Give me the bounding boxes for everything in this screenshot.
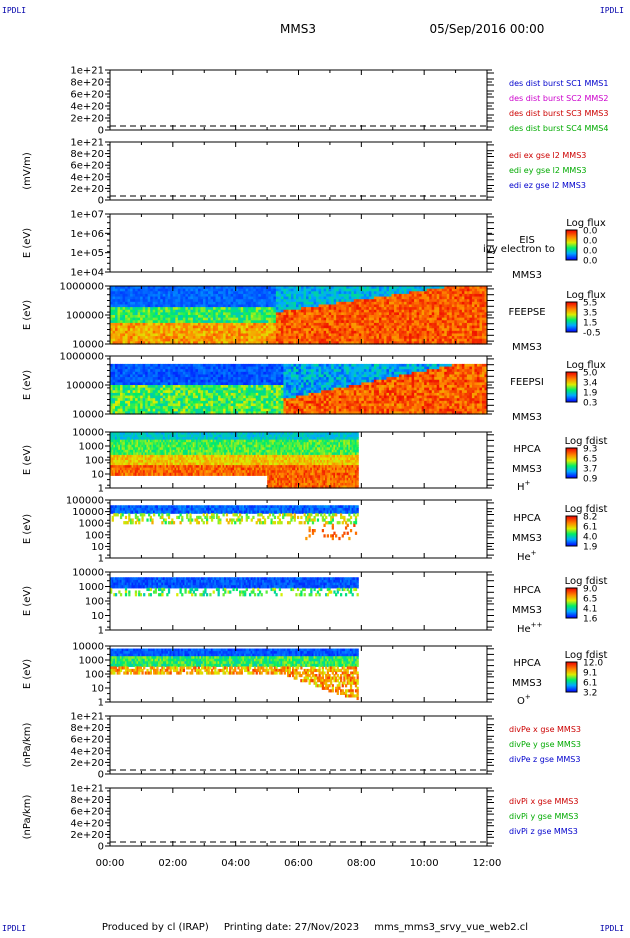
y-axis-label: E (eV) <box>22 300 33 330</box>
legend-entry: edi ex gse l2 MMS3 <box>509 151 586 160</box>
panel-frame <box>110 142 487 200</box>
y-tick-label: 8e+20 <box>70 149 104 160</box>
legend-entry: des dist burst SC4 MMS4 <box>509 124 608 133</box>
corner-label-bottom-right: IPDLI <box>600 924 624 933</box>
panel-frame <box>110 70 487 130</box>
corner-label-top-left: IPDLI <box>2 6 26 15</box>
spacecraft-title: MMS3 <box>280 22 316 36</box>
y-tick-label: 0 <box>98 196 104 207</box>
y-tick-label: 1e+05 <box>70 248 104 259</box>
colorbar-tick-label: -0.5 <box>583 329 601 339</box>
colorbar-tick-label: 0.0 <box>583 247 598 257</box>
legend-entry: des dist burst SC3 MMS3 <box>509 109 608 118</box>
legend-entry: edi ez gse l2 MMS3 <box>509 181 586 190</box>
colorbar <box>566 302 577 332</box>
spacecraft-label: MMS3 <box>512 342 542 353</box>
colorbar-tick-label: 0.0 <box>583 257 598 267</box>
y-axis-label: E (eV) <box>22 228 33 258</box>
corner-label-bottom-left: IPDLI <box>2 924 26 933</box>
y-axis-label: E (eV) <box>22 370 33 400</box>
y-tick-label: 4e+20 <box>70 172 104 183</box>
spacecraft-label: MMS3 <box>512 270 542 281</box>
y-tick-label: 2e+20 <box>70 184 104 195</box>
legend-entry: des dist burst SC1 MMS1 <box>509 79 608 88</box>
y-tick-label: 1e+06 <box>70 229 104 240</box>
colorbar-tick-label: 3.5 <box>583 309 597 319</box>
y-tick-label: 6e+20 <box>70 161 104 172</box>
y-tick-label: 2e+20 <box>70 114 104 125</box>
y-tick-label: 1e+04 <box>70 268 104 279</box>
y-tick-label: 1000000 <box>59 282 104 293</box>
legend-entry: des dist burst SC2 MMS2 <box>509 94 608 103</box>
colorbar-tick-label: 5.5 <box>583 299 597 309</box>
y-tick-label: 8e+20 <box>70 78 104 89</box>
overlay-text: ivy electron to <box>483 244 555 255</box>
y-tick-label: 6e+20 <box>70 90 104 101</box>
colorbar <box>566 230 577 260</box>
y-tick-label: 100000 <box>66 311 104 322</box>
y-tick-label: 1e+21 <box>70 66 104 77</box>
y-tick-label: 0 <box>98 126 104 137</box>
y-tick-label: 10000 <box>72 340 104 351</box>
legend-entry: edi ey gse l2 MMS3 <box>509 166 587 175</box>
colorbar-tick-label: 1.5 <box>583 319 597 329</box>
y-tick-label: 4e+20 <box>70 102 104 113</box>
colorbar-tick-label: 0.0 <box>583 237 598 247</box>
y-tick-label: 1e+07 <box>70 210 104 221</box>
y-tick-label: 1e+21 <box>70 138 104 149</box>
y-axis-label: (mV/m) <box>22 152 33 190</box>
panel-frame <box>110 214 487 272</box>
instrument-label: FEEPSE <box>508 307 545 318</box>
corner-label-top-right: IPDLI <box>600 6 624 15</box>
date-title: 05/Sep/2016 00:00 <box>430 22 545 36</box>
colorbar-tick-label: 0.0 <box>583 227 598 237</box>
